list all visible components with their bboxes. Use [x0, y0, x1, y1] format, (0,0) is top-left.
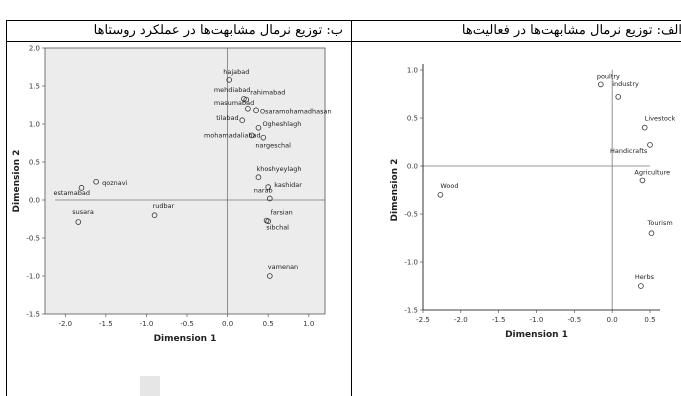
left-panel: [6, 20, 352, 396]
image-fragment: [140, 376, 160, 396]
left-panel-title: ب: توزیع نرمال مشابهت‌ها در عملکرد روستا…: [6, 20, 352, 42]
right-panel: [351, 20, 681, 396]
right-panel-title: الف: توزیع نرمال مشابهت‌ها در فعالیت‌ها: [351, 20, 681, 42]
